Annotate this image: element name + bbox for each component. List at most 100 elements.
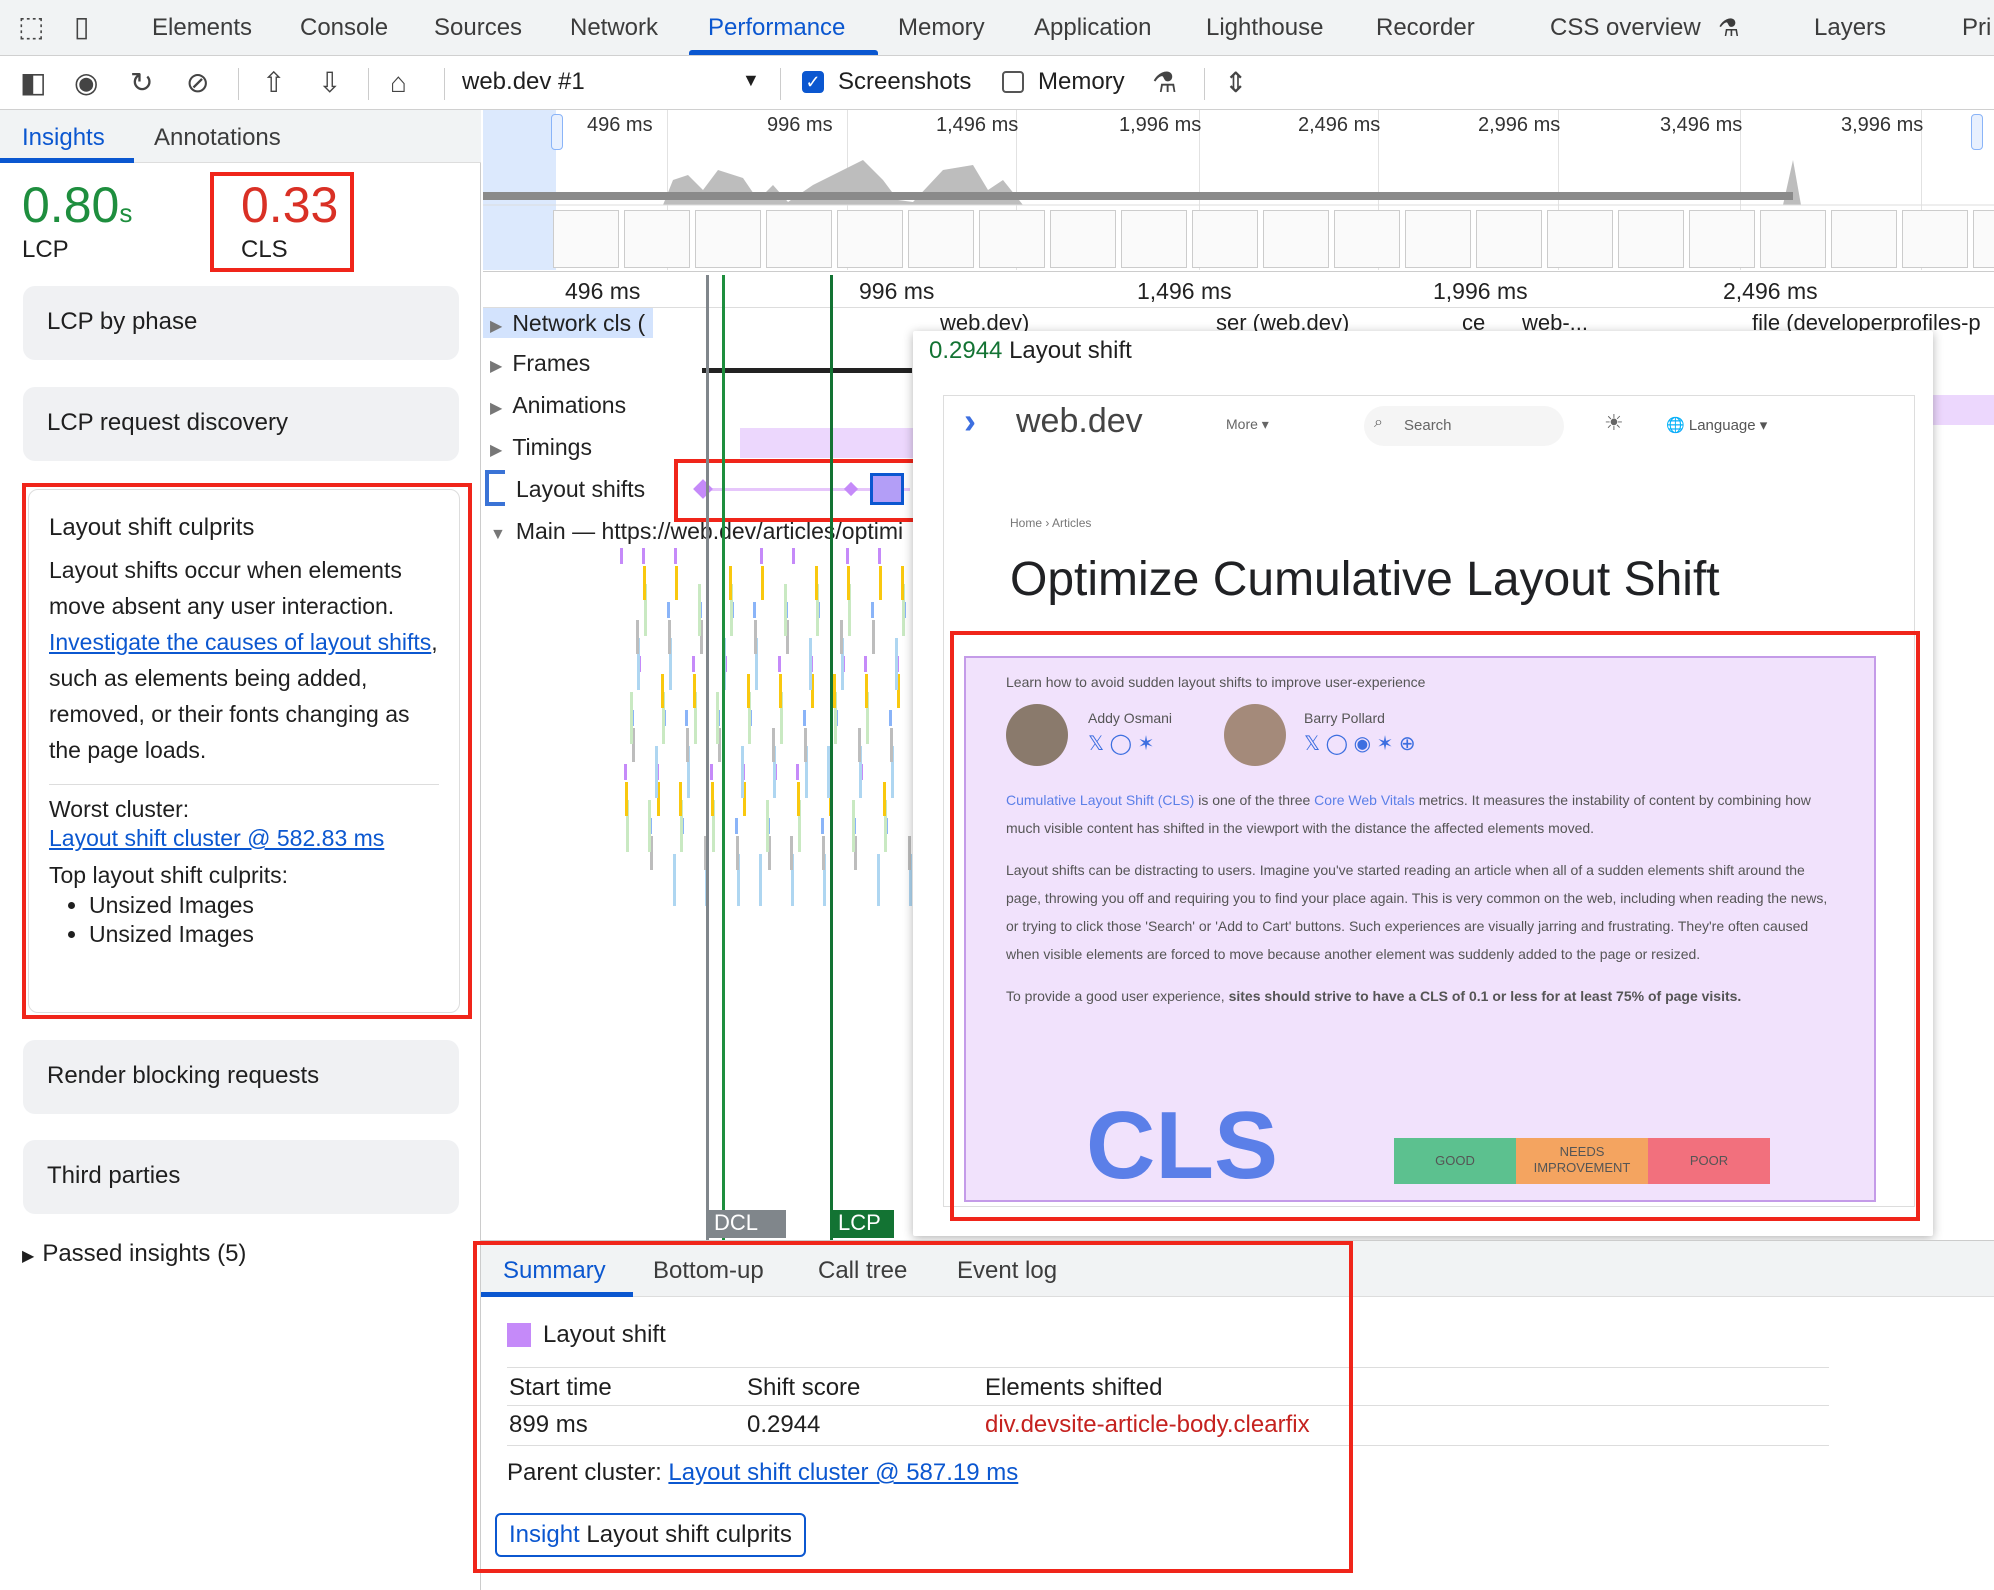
flame-entry[interactable] (766, 800, 769, 852)
screenshot-thumbnail[interactable] (1973, 210, 1994, 268)
flame-entry[interactable] (786, 620, 789, 654)
reload-record-icon[interactable]: ↻ (130, 67, 154, 98)
flame-entry[interactable] (700, 620, 703, 654)
tab-layers[interactable]: Layers (1814, 14, 1887, 41)
tab-recorder[interactable]: Recorder (1376, 14, 1475, 41)
screenshot-thumbnail[interactable] (1476, 210, 1542, 268)
flame-entry[interactable] (834, 692, 837, 744)
track-frames[interactable]: ▶ Frames (490, 350, 590, 377)
flame-entry[interactable] (872, 620, 875, 654)
tab-call-tree[interactable]: Call tree (818, 1257, 908, 1284)
tab-privacy[interactable]: Pri (1962, 14, 1992, 41)
flame-entry[interactable] (747, 674, 750, 708)
flame-entry[interactable] (655, 746, 658, 798)
tab-insights[interactable]: Insights (22, 124, 105, 151)
screenshot-thumbnail[interactable] (837, 210, 903, 268)
flame-entry[interactable] (711, 782, 714, 816)
flame-entry[interactable] (704, 836, 707, 870)
flame-entry[interactable] (675, 566, 678, 600)
network-request-label[interactable]: web.dev) (940, 310, 1030, 335)
flame-entry[interactable] (884, 800, 887, 852)
flame-entry[interactable] (661, 674, 664, 708)
screenshot-thumbnail[interactable] (1760, 210, 1826, 268)
flame-entry[interactable] (848, 584, 851, 636)
insight-chip[interactable]: Insight Layout shift culprits (495, 1513, 806, 1557)
home-icon[interactable]: ⌂ (390, 67, 407, 98)
flame-entry[interactable] (760, 548, 763, 564)
flame-entry[interactable] (815, 566, 818, 600)
track-network[interactable]: ▶ Network cls ( (490, 310, 645, 337)
flame-entry[interactable] (773, 746, 776, 798)
screenshot-thumbnail[interactable] (1902, 210, 1968, 268)
flame-entry[interactable] (712, 800, 715, 852)
flame-entry[interactable] (667, 602, 670, 618)
flame-entry[interactable] (643, 566, 646, 600)
flame-entry[interactable] (796, 764, 799, 780)
tab-memory[interactable]: Memory (898, 14, 985, 41)
screenshot-thumbnail[interactable] (1050, 210, 1116, 268)
flame-entry[interactable] (673, 854, 676, 906)
flame-entry[interactable] (662, 692, 665, 744)
flame-entry[interactable] (878, 548, 881, 564)
flame-entry[interactable] (797, 782, 800, 816)
tab-application[interactable]: Application (1034, 14, 1152, 41)
screenshot-thumbnail[interactable] (1831, 210, 1897, 268)
collapse-tracks-icon[interactable]: ⇕ (1224, 67, 1248, 98)
screenshot-thumbnail[interactable] (1192, 210, 1258, 268)
flame-entry[interactable] (753, 602, 756, 618)
tab-console[interactable]: Console (300, 14, 389, 41)
flame-entry[interactable] (624, 764, 627, 780)
flame-entry[interactable] (620, 548, 623, 564)
tab-summary[interactable]: Summary (503, 1257, 606, 1284)
flame-entry[interactable] (686, 728, 689, 762)
flame-entry[interactable] (768, 836, 771, 870)
flame-entry[interactable] (798, 800, 801, 852)
insight-layout-shift-culprits[interactable]: Layout shift culprits Layout shifts occu… (28, 489, 460, 1013)
flame-entry[interactable] (625, 782, 628, 816)
record-icon[interactable]: ◉ (74, 67, 99, 98)
layout-shift-selected[interactable] (870, 473, 904, 505)
flame-entry[interactable] (716, 692, 719, 744)
flame-entry[interactable] (729, 566, 732, 600)
overview-right-handle[interactable] (1971, 114, 1983, 150)
flame-entry[interactable] (897, 674, 900, 708)
tab-bottom-up[interactable]: Bottom-up (653, 1257, 764, 1284)
flame-entry[interactable] (846, 548, 849, 564)
lcp-metric[interactable]: 0.80s LCP (22, 176, 132, 264)
flame-entry[interactable] (865, 674, 868, 708)
flame-entry[interactable] (630, 692, 633, 744)
flame-entry[interactable] (847, 566, 850, 600)
flame-entry[interactable] (743, 782, 746, 816)
dcl-marker[interactable]: DCL (706, 1210, 786, 1238)
flame-entry[interactable] (784, 584, 787, 636)
flame-entry[interactable] (644, 584, 647, 636)
flame-entry[interactable] (626, 800, 629, 852)
flame-entry[interactable] (883, 782, 886, 816)
flame-entry[interactable] (736, 836, 739, 870)
flame-entry[interactable] (866, 692, 869, 744)
flame-entry[interactable] (674, 548, 677, 564)
memory-checkbox[interactable] (1002, 71, 1024, 93)
flame-entry[interactable] (805, 746, 808, 798)
overview-left-handle[interactable] (551, 114, 563, 150)
flame-entry[interactable] (741, 746, 744, 798)
flame-entry[interactable] (748, 692, 751, 744)
screenshot-thumbnail[interactable] (1405, 210, 1471, 268)
flame-entry[interactable] (755, 638, 758, 690)
flame-entry[interactable] (895, 638, 898, 690)
flame-entry[interactable] (841, 638, 844, 690)
flame-entry[interactable] (902, 584, 905, 636)
animation-bar[interactable] (1933, 395, 1994, 425)
flame-entry[interactable] (823, 854, 826, 906)
flame-entry[interactable] (650, 836, 653, 870)
worst-cluster-link[interactable]: Layout shift cluster @ 582.83 ms (49, 825, 385, 851)
screenshot-thumbnail[interactable] (695, 210, 761, 268)
flame-entry[interactable] (687, 746, 690, 798)
flame-entry[interactable] (669, 638, 672, 690)
screenshot-thumbnail[interactable] (1334, 210, 1400, 268)
network-request-label[interactable]: web-... (1522, 310, 1589, 335)
flame-entry[interactable] (761, 566, 764, 600)
flame-entry[interactable] (778, 656, 781, 672)
toggle-sidebar-icon[interactable]: ◧ (20, 67, 47, 98)
screenshot-thumbnail[interactable] (766, 210, 832, 268)
